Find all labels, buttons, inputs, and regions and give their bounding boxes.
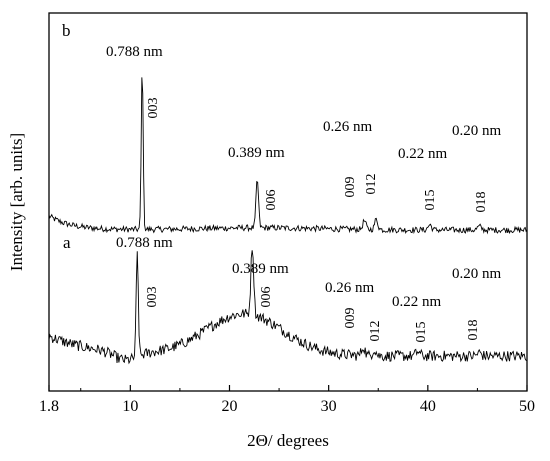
panel-label-a: a — [63, 233, 71, 252]
peak-spacing-label: 0.22 nm — [398, 146, 448, 162]
peak-spacing-label: 0.20 nm — [452, 266, 502, 282]
panel-label-b: b — [62, 21, 71, 40]
x-axis-title: 2Θ/ degrees — [247, 431, 329, 450]
peak-index-label: 006 — [264, 190, 279, 211]
peak-spacing-label: 0.20 nm — [452, 123, 502, 139]
x-tick-label: 1.8 — [39, 398, 59, 415]
peak-index-label: 018 — [466, 320, 481, 341]
spectrum-a — [48, 250, 528, 365]
x-axis-ticks: 1.8 10 20 30 40 50 — [39, 385, 535, 415]
peak-index-label: 003 — [146, 98, 161, 119]
spectrum-b — [48, 77, 528, 235]
annotations-group: ba0.788 nm0.389 nm0.26 nm0.22 nm0.20 nm0… — [62, 21, 502, 343]
peak-index-label: 012 — [364, 174, 379, 195]
y-axis-title: Intensity [arb. units] — [7, 133, 26, 271]
peak-index-label: 012 — [368, 321, 383, 342]
x-tick-label: 20 — [221, 398, 237, 415]
spectra-group — [48, 77, 528, 365]
plot-frame — [48, 12, 528, 392]
x-tick-label: 10 — [122, 398, 138, 415]
peak-spacing-label: 0.22 nm — [392, 294, 442, 310]
peak-spacing-label: 0.26 nm — [323, 119, 373, 135]
peak-spacing-label: 0.26 nm — [325, 280, 375, 296]
peak-spacing-label: 0.788 nm — [106, 44, 163, 60]
x-tick-label: 50 — [519, 398, 535, 415]
peak-spacing-label: 0.389 nm — [228, 145, 285, 161]
peak-index-label: 018 — [474, 192, 489, 213]
peak-spacing-label: 0.788 nm — [116, 235, 173, 251]
peak-index-label: 003 — [145, 287, 160, 308]
peak-index-label: 009 — [343, 308, 358, 329]
x-tick-label: 40 — [420, 398, 436, 415]
peak-spacing-label: 0.389 nm — [232, 261, 289, 277]
x-tick-label: 30 — [321, 398, 337, 415]
peak-index-label: 009 — [343, 177, 358, 198]
peak-index-label: 015 — [423, 190, 438, 211]
peak-index-label: 015 — [414, 322, 429, 343]
peak-index-label: 006 — [259, 287, 274, 308]
